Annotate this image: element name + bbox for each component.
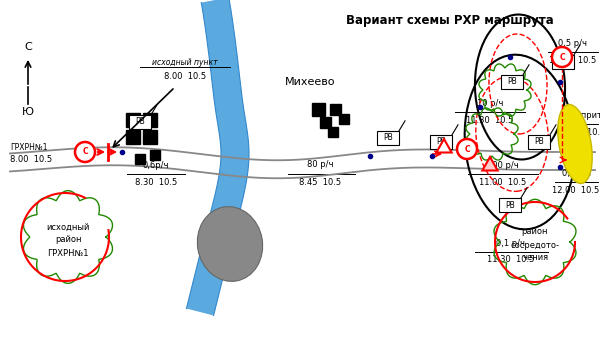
Text: 10 р/ч: 10 р/ч xyxy=(477,99,503,108)
Text: 0,5 р/ч: 0,5 р/ч xyxy=(559,39,587,48)
Circle shape xyxy=(75,142,95,162)
Bar xyxy=(339,114,349,124)
Text: РВ: РВ xyxy=(383,133,393,143)
Polygon shape xyxy=(482,157,497,170)
Text: Ю: Ю xyxy=(22,107,34,117)
Text: Михеево: Михеево xyxy=(285,77,335,87)
Text: ГРХРН№1: ГРХРН№1 xyxy=(10,143,47,151)
Bar xyxy=(150,150,160,160)
Bar xyxy=(320,117,331,127)
Bar xyxy=(328,127,338,137)
Text: Вариант схемы РХР маршрута: Вариант схемы РХР маршрута xyxy=(346,14,554,27)
FancyBboxPatch shape xyxy=(129,115,151,129)
Text: С: С xyxy=(82,147,88,157)
Text: РВ: РВ xyxy=(135,118,145,126)
Ellipse shape xyxy=(197,207,263,281)
Text: сосредото-: сосредото- xyxy=(511,240,560,250)
FancyBboxPatch shape xyxy=(377,131,399,145)
Text: 13.00  10.5: 13.00 10.5 xyxy=(559,128,600,137)
FancyBboxPatch shape xyxy=(501,75,523,89)
FancyBboxPatch shape xyxy=(528,135,550,149)
Text: ДВ-иприт: ДВ-иприт xyxy=(561,111,600,120)
Bar xyxy=(143,130,157,144)
Text: исходный пункт: исходный пункт xyxy=(152,58,218,67)
Text: С: С xyxy=(559,52,565,62)
Text: 0,1 р/ч: 0,1 р/ч xyxy=(497,239,526,248)
Text: РВ: РВ xyxy=(505,201,515,209)
Bar xyxy=(126,130,140,144)
Text: С: С xyxy=(24,42,32,52)
Text: район: район xyxy=(522,227,548,237)
Text: РВ: РВ xyxy=(534,138,544,146)
Text: 12.00  10.5: 12.00 10.5 xyxy=(550,56,596,65)
Bar xyxy=(126,113,140,127)
Text: 11.30  10.5: 11.30 10.5 xyxy=(466,116,514,125)
Bar xyxy=(135,154,145,164)
Polygon shape xyxy=(187,0,249,315)
Polygon shape xyxy=(436,139,452,152)
Text: 80 р/ч: 80 р/ч xyxy=(307,160,333,169)
Bar xyxy=(143,113,157,127)
Text: 300 р/ч: 300 р/ч xyxy=(487,161,519,170)
Text: 12.00  10.5: 12.00 10.5 xyxy=(553,186,599,195)
Text: РВ: РВ xyxy=(507,77,517,87)
Text: 8.30  10.5: 8.30 10.5 xyxy=(135,178,177,187)
FancyBboxPatch shape xyxy=(430,135,452,149)
Text: 0,5 р/ч: 0,5 р/ч xyxy=(562,169,590,178)
Text: 8.00  10.5: 8.00 10.5 xyxy=(10,155,52,163)
Text: ГРХРН№1: ГРХРН№1 xyxy=(47,249,89,258)
Text: 8.45  10.5: 8.45 10.5 xyxy=(299,178,341,187)
Text: С: С xyxy=(464,145,470,153)
Text: РВ: РВ xyxy=(436,138,446,146)
Text: чения: чения xyxy=(522,253,548,263)
Bar xyxy=(329,103,341,114)
Text: исходный: исходный xyxy=(46,222,89,232)
Text: район: район xyxy=(55,235,81,245)
Text: 8.00  10.5: 8.00 10.5 xyxy=(164,72,206,81)
Circle shape xyxy=(552,47,572,67)
Text: 11.30  10.5: 11.30 10.5 xyxy=(487,255,535,264)
Bar xyxy=(311,102,325,115)
FancyBboxPatch shape xyxy=(499,198,521,212)
Text: 0,6р/ч: 0,6р/ч xyxy=(143,161,169,170)
FancyBboxPatch shape xyxy=(552,55,574,69)
Ellipse shape xyxy=(558,105,592,183)
Circle shape xyxy=(457,139,477,159)
Text: РВ: РВ xyxy=(558,57,568,67)
Text: 11.00  10.5: 11.00 10.5 xyxy=(479,178,527,187)
